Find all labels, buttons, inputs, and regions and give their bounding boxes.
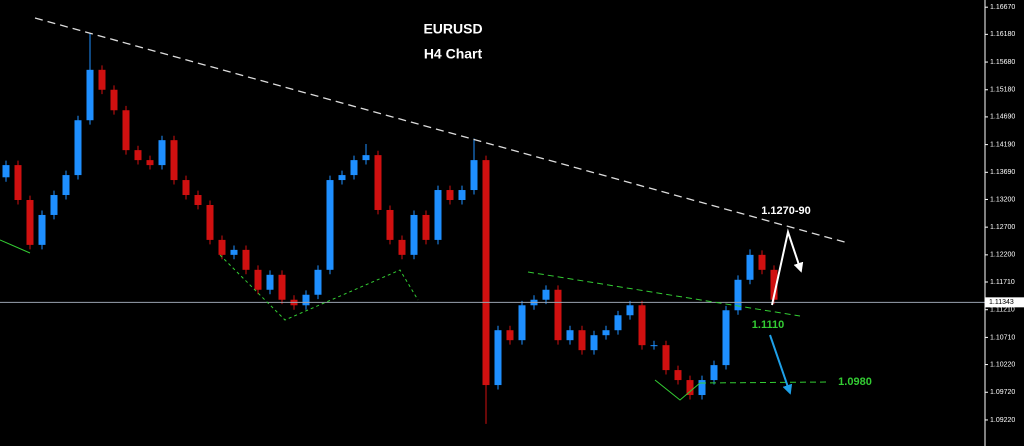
y-tick-label: 1.10710 <box>990 334 1015 341</box>
y-tick-label: 1.15680 <box>990 59 1015 66</box>
candle-body <box>134 150 142 161</box>
candle-body <box>122 110 130 151</box>
candle-body <box>566 330 574 341</box>
candle-body <box>578 330 586 351</box>
candle-body <box>62 175 70 196</box>
down-arrow <box>769 334 793 395</box>
candle-body <box>398 239 406 255</box>
y-tick-label: 1.12700 <box>990 224 1015 231</box>
target-line <box>699 381 831 384</box>
y-tick-label: 1.16180 <box>990 31 1015 38</box>
zigzag <box>219 254 419 321</box>
y-tick-label: 1.15180 <box>990 87 1015 94</box>
candle-body <box>194 195 202 205</box>
candle-body <box>650 345 658 347</box>
trend-line <box>34 17 849 244</box>
candle-body <box>770 269 778 300</box>
candle-body <box>362 155 370 161</box>
candle-body <box>314 269 322 295</box>
candle-body <box>50 195 58 215</box>
y-tick-label: 1.14190 <box>990 141 1015 148</box>
y-tick-label: 1.10220 <box>990 361 1015 368</box>
plot-area <box>0 33 985 424</box>
candle-body <box>254 269 262 290</box>
candle-body <box>722 310 730 366</box>
annotation: 1.1270-90 <box>761 205 811 217</box>
candle-body <box>386 209 394 240</box>
candle-body <box>518 305 526 341</box>
candle-body <box>614 315 622 331</box>
candle-body <box>302 294 310 306</box>
y-tick-label: 1.11210 <box>990 307 1015 314</box>
y-tick-label: 1.14690 <box>990 114 1015 121</box>
candle-body <box>698 380 706 396</box>
up-arrow <box>771 228 804 306</box>
chart-title: EURUSD <box>423 21 482 37</box>
candle-body <box>590 335 598 351</box>
candle-body <box>110 89 118 111</box>
y-tick-label: 1.13200 <box>990 196 1015 203</box>
candle-body <box>470 160 478 191</box>
candle-body <box>14 165 22 201</box>
annotation: 1.0980 <box>838 376 872 388</box>
candle-body <box>326 180 334 270</box>
candle-body <box>662 345 670 371</box>
candle-body <box>2 165 10 178</box>
candle-body <box>206 204 214 240</box>
candle-body <box>242 249 250 270</box>
y-tick-label: 1.11710 <box>990 279 1015 286</box>
candle-body <box>686 380 694 396</box>
candle-body <box>374 155 382 210</box>
y-tick-label: 1.13690 <box>990 169 1015 176</box>
support-line <box>527 271 801 317</box>
candle-body <box>542 289 550 300</box>
candle-body <box>98 69 106 90</box>
candle-body <box>266 274 274 290</box>
y-tick-label: 1.09220 <box>990 417 1015 424</box>
candle-body <box>746 254 754 280</box>
chart-subtitle: H4 Chart <box>424 46 483 62</box>
candle-body <box>482 160 490 386</box>
last-price-box <box>985 297 1024 308</box>
candle-body <box>170 140 178 181</box>
y-tick-label: 1.09720 <box>990 389 1015 396</box>
candle-body <box>638 305 646 346</box>
candle-body <box>434 190 442 240</box>
candle-body <box>182 180 190 196</box>
candle-body <box>458 190 466 201</box>
candle-body <box>86 69 94 121</box>
candle-body <box>554 289 562 341</box>
candle-body <box>158 140 166 166</box>
candle-body <box>350 160 358 176</box>
last-price-label: 1.11343 <box>989 299 1014 306</box>
candle-body <box>278 274 286 300</box>
candle-body <box>674 370 682 381</box>
candle-body <box>146 160 154 166</box>
y-tick-label: 1.16670 <box>990 4 1015 11</box>
candle-body <box>710 365 718 381</box>
zigzag <box>654 379 701 401</box>
annotation: 1.1110 <box>752 319 784 331</box>
candle-body <box>446 190 454 201</box>
candle-body <box>410 214 418 255</box>
candle-body <box>38 214 46 245</box>
candle-body <box>602 330 610 336</box>
candle-body <box>74 120 82 176</box>
candle-body <box>26 200 34 245</box>
y-tick-label: 1.12200 <box>990 252 1015 259</box>
zigzag <box>0 239 31 254</box>
candle-body <box>422 214 430 240</box>
candle-body <box>338 175 346 181</box>
candle-body <box>230 249 238 255</box>
candle-body <box>734 279 742 311</box>
candle-body <box>758 254 766 270</box>
drawings <box>0 17 849 401</box>
candle-body <box>626 305 634 316</box>
candle-body <box>494 330 502 386</box>
candle-body <box>506 330 514 341</box>
candle-body <box>218 239 226 255</box>
